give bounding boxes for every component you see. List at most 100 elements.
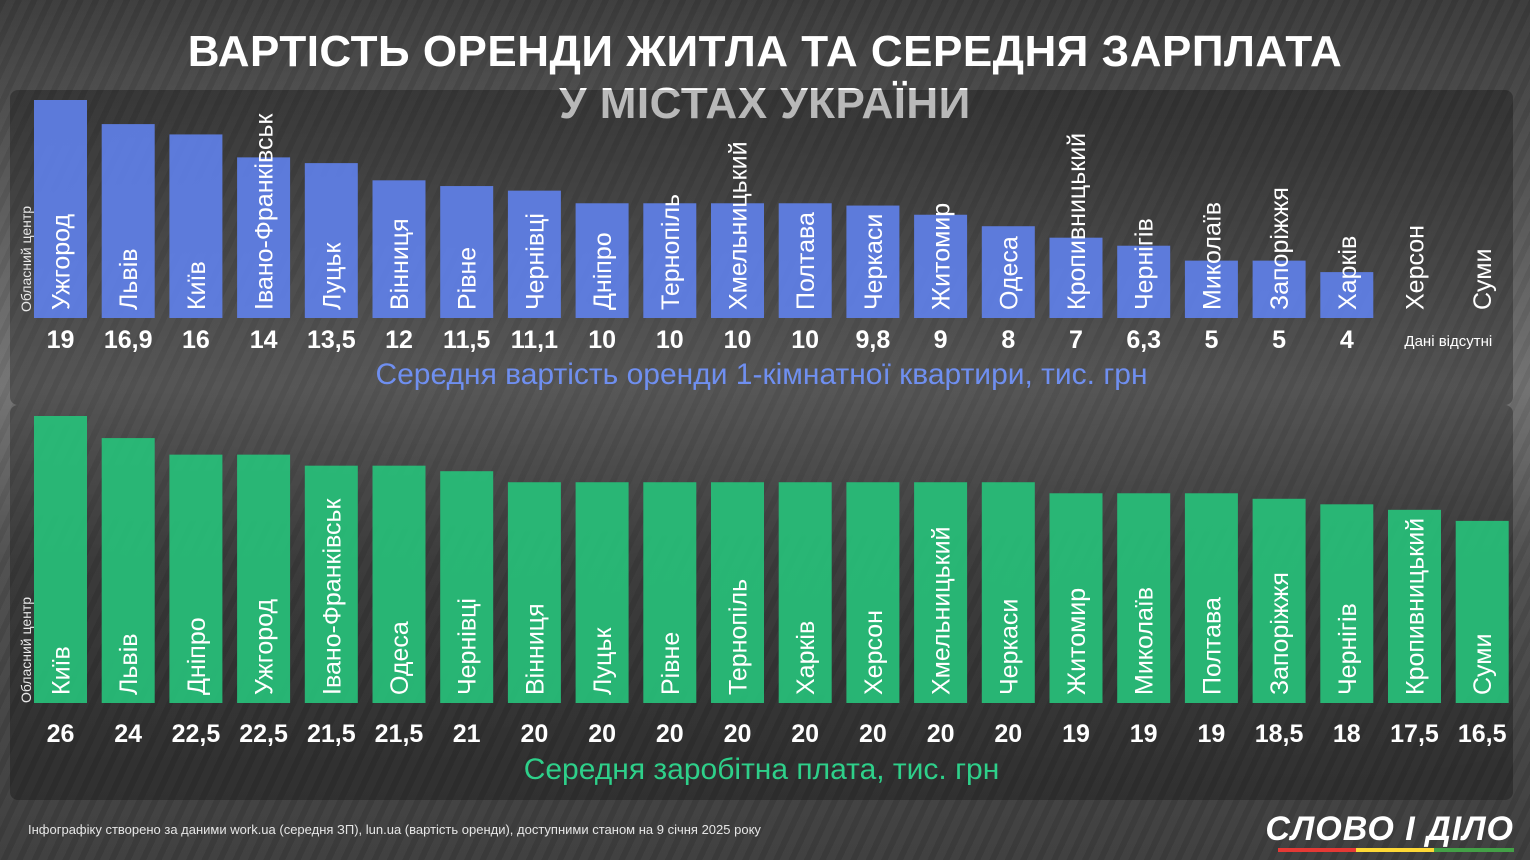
rent-category-label: Харків bbox=[1334, 236, 1362, 310]
rent-bar bbox=[711, 203, 764, 318]
salary-category-label: Полтава bbox=[1198, 597, 1226, 695]
rent-side-label: Обласний центр bbox=[18, 205, 34, 312]
salary-bar bbox=[846, 482, 900, 703]
salary-value-label: 19 bbox=[1130, 720, 1158, 748]
brand-logo: СЛОВО І ДІЛО bbox=[1265, 810, 1514, 848]
salary-bar bbox=[507, 482, 561, 703]
title-line-1: ВАРТІСТЬ ОРЕНДИ ЖИТЛА ТА СЕРЕДНЯ ЗАРПЛАТ… bbox=[187, 27, 1343, 76]
salary-bar bbox=[304, 465, 358, 703]
salary-value-label: 24 bbox=[114, 720, 142, 748]
salary-bar bbox=[237, 454, 291, 703]
rent-no-data-label: Дані відсутні bbox=[1404, 333, 1492, 350]
rent-category-label: Суми bbox=[1469, 249, 1497, 310]
salary-bar bbox=[1184, 493, 1238, 703]
salary-bar bbox=[981, 482, 1035, 703]
salary-value-label: 21 bbox=[453, 720, 481, 748]
salary-chart-panel: Київ 26 Львів 24 Дніпро 22,5 Ужгород 22,5 Івано-… bbox=[10, 405, 1513, 800]
salary-bar bbox=[643, 482, 697, 703]
salary-bar bbox=[1388, 509, 1441, 703]
salary-value-label: 21,5 bbox=[375, 720, 424, 748]
rent-category-label: Ужгород bbox=[48, 213, 76, 310]
rent-value-label: 16,9 bbox=[104, 326, 153, 354]
salary-category-label: Вінниця bbox=[521, 603, 549, 695]
rent-category-label: Миколаїв bbox=[1198, 202, 1226, 310]
salary-category-label: Тернопіль bbox=[725, 579, 753, 695]
rent-value-label: 10 bbox=[588, 326, 616, 354]
rent-category-label: Тернопіль bbox=[657, 194, 685, 310]
salary-category-label: Чернівці bbox=[454, 598, 482, 695]
salary-bar bbox=[169, 454, 223, 703]
salary-category-label: Рівне bbox=[657, 632, 685, 695]
salary-value-label: 20 bbox=[927, 720, 955, 748]
salary-value-label: 20 bbox=[994, 720, 1022, 748]
salary-bar bbox=[34, 416, 87, 703]
rent-category-label: Луцьк bbox=[318, 241, 346, 310]
rent-value-label: 9 bbox=[934, 326, 948, 354]
rent-bar bbox=[34, 100, 87, 318]
salary-bar bbox=[440, 471, 494, 703]
salary-category-label: Ужгород bbox=[251, 598, 279, 695]
salary-value-label: 20 bbox=[859, 720, 887, 748]
rent-chart-panel: Ужгород 19 Львів 16,9 Київ 16 Івано-Франківськ… bbox=[10, 90, 1513, 405]
salary-category-label: Івано-Франківськ bbox=[318, 497, 346, 695]
salary-bar bbox=[101, 438, 155, 703]
salary-value-label: 22,5 bbox=[239, 720, 288, 748]
rent-value-label: 4 bbox=[1340, 326, 1354, 354]
rent-bar bbox=[372, 180, 426, 318]
salary-bar bbox=[1049, 493, 1103, 703]
rent-category-label: Чернігів bbox=[1131, 218, 1159, 310]
rent-category-label: Львів bbox=[115, 248, 143, 310]
rent-bar bbox=[1049, 237, 1103, 318]
rent-value-label: 12 bbox=[385, 326, 413, 354]
salary-value-label: 21,5 bbox=[307, 720, 356, 748]
rent-value-label: 10 bbox=[791, 326, 819, 354]
salary-category-label: Одеса bbox=[386, 621, 414, 695]
rent-bar bbox=[1252, 260, 1306, 318]
rent-bar bbox=[507, 190, 561, 318]
rent-bar bbox=[440, 186, 494, 318]
rent-bar bbox=[101, 124, 155, 318]
rent-value-label: 5 bbox=[1204, 326, 1218, 354]
source-footnote: Інфографіку створено за даними work.ua (… bbox=[28, 822, 761, 837]
rent-bar bbox=[1117, 245, 1171, 318]
salary-bar bbox=[1320, 504, 1374, 703]
rent-category-label: Рівне bbox=[454, 247, 482, 310]
salary-category-label: Хмельницький bbox=[928, 526, 956, 695]
brand-logo-stripe bbox=[1278, 848, 1514, 852]
salary-category-label: Чернігів bbox=[1334, 603, 1362, 695]
salary-value-label: 19 bbox=[1197, 720, 1225, 748]
salary-category-label: Кропивницький bbox=[1402, 518, 1430, 695]
rent-bar bbox=[169, 134, 223, 318]
rent-category-label: Київ bbox=[183, 261, 211, 310]
rent-category-label: Хмельницький bbox=[725, 141, 753, 310]
rent-bar bbox=[643, 203, 697, 318]
salary-value-label: 16,5 bbox=[1458, 720, 1507, 748]
salary-bar bbox=[575, 482, 629, 703]
title-line-2: У МІСТАХ УКРАЇНИ bbox=[559, 79, 971, 128]
salary-value-label: 18,5 bbox=[1255, 720, 1304, 748]
rent-value-label: 11,5 bbox=[443, 326, 490, 354]
salary-bar bbox=[1117, 493, 1171, 703]
rent-category-label: Чернівці bbox=[521, 213, 549, 310]
rent-bar bbox=[237, 157, 291, 318]
salary-bar bbox=[711, 482, 764, 703]
salary-category-label: Луцьк bbox=[589, 626, 617, 695]
salary-bar bbox=[372, 465, 426, 703]
salary-category-label: Черкаси bbox=[995, 599, 1023, 695]
rent-value-label: 16 bbox=[182, 326, 210, 354]
rent-category-label: Житомир bbox=[928, 203, 956, 310]
salary-value-label: 17,5 bbox=[1390, 720, 1439, 748]
salary-side-label: Обласний центр bbox=[18, 596, 34, 703]
rent-bar bbox=[575, 203, 629, 318]
rent-value-label: 8 bbox=[1001, 326, 1015, 354]
salary-value-label: 20 bbox=[520, 720, 548, 748]
rent-category-label: Дніпро bbox=[589, 232, 617, 310]
rent-bar bbox=[1184, 260, 1238, 318]
rent-chart: Ужгород 19 Львів 16,9 Київ 16 Івано-Франківськ… bbox=[34, 100, 1497, 354]
salary-chart: Київ 26 Львів 24 Дніпро 22,5 Ужгород 22,5 Івано-… bbox=[34, 416, 1509, 748]
rent-bar bbox=[1320, 272, 1374, 318]
rent-value-label: 7 bbox=[1069, 326, 1083, 354]
rent-category-label: Одеса bbox=[995, 236, 1023, 310]
rent-category-label: Запоріжжя bbox=[1266, 187, 1294, 310]
